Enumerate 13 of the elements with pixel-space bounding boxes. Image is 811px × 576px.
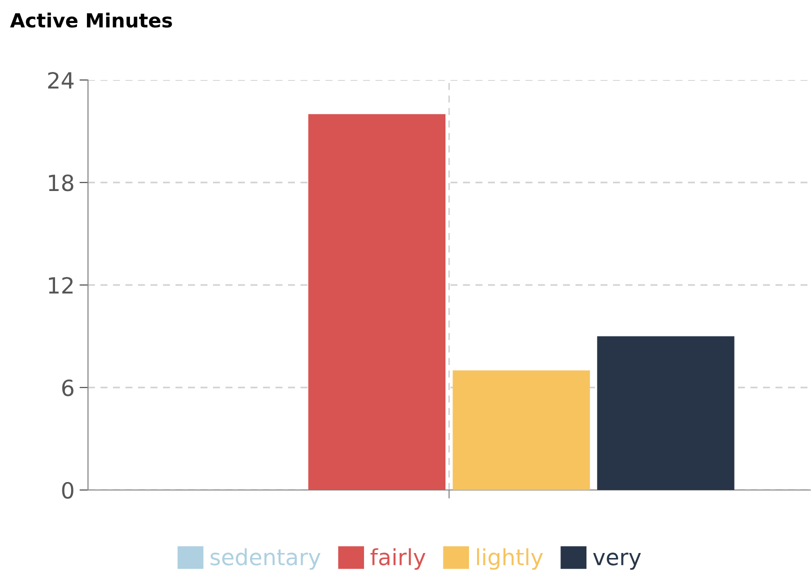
y-tick-label: 0 xyxy=(62,482,74,499)
legend-label: fairly xyxy=(370,548,426,570)
bar xyxy=(452,370,590,490)
y-tick-label: 6 xyxy=(62,379,74,396)
y-tick-label: 12 xyxy=(48,276,73,294)
y-tick-label: 24 xyxy=(48,72,74,88)
legend-label: sedentary xyxy=(210,548,320,570)
legend-label: lightly xyxy=(477,548,543,570)
bar xyxy=(597,336,734,490)
bar xyxy=(308,114,446,490)
y-tick-label: 18 xyxy=(48,174,74,192)
legend-label: very xyxy=(593,552,641,570)
chart-title: Active Minutes xyxy=(10,12,172,28)
